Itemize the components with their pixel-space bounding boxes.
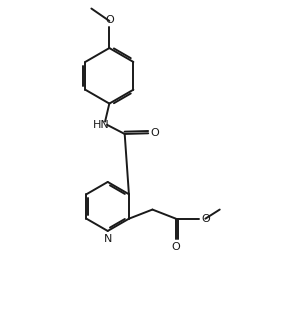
Text: N: N	[104, 234, 112, 244]
Text: O: O	[150, 128, 159, 138]
Text: O: O	[172, 241, 180, 252]
Text: O: O	[201, 214, 210, 224]
Text: O: O	[105, 15, 114, 25]
Text: HN: HN	[93, 120, 110, 130]
